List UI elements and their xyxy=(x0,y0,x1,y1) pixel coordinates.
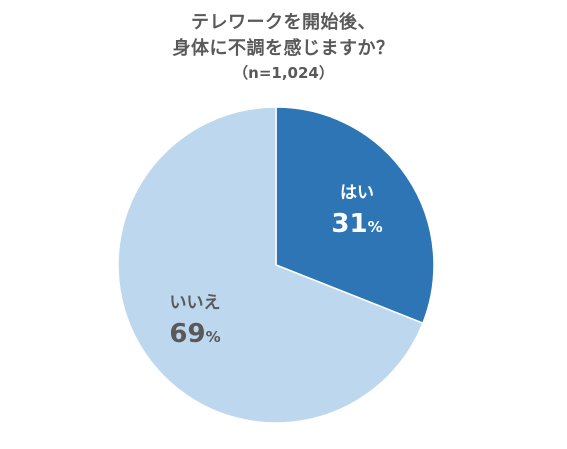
chart-title-line-1: テレワークを開始後、 xyxy=(191,12,376,33)
pie-slice-yes xyxy=(275,106,435,325)
slice-value-label: 69% xyxy=(169,319,220,349)
slice-value-label: 31% xyxy=(331,209,382,239)
pie-slices xyxy=(117,106,435,424)
slice-category-label: はい xyxy=(340,183,374,203)
pie-labels: はい 31% いいえ 69% xyxy=(169,183,382,349)
chart-title-block: テレワークを開始後、 身体に不調を感じますか？ （n=1,024） xyxy=(0,10,567,84)
slice-category-label: いいえ xyxy=(170,293,221,313)
pie-slice-no xyxy=(117,106,424,424)
chart-title-line-2: 身体に不調を感じますか？ xyxy=(172,38,395,59)
chart-subtitle: （n=1,024） xyxy=(233,64,334,82)
